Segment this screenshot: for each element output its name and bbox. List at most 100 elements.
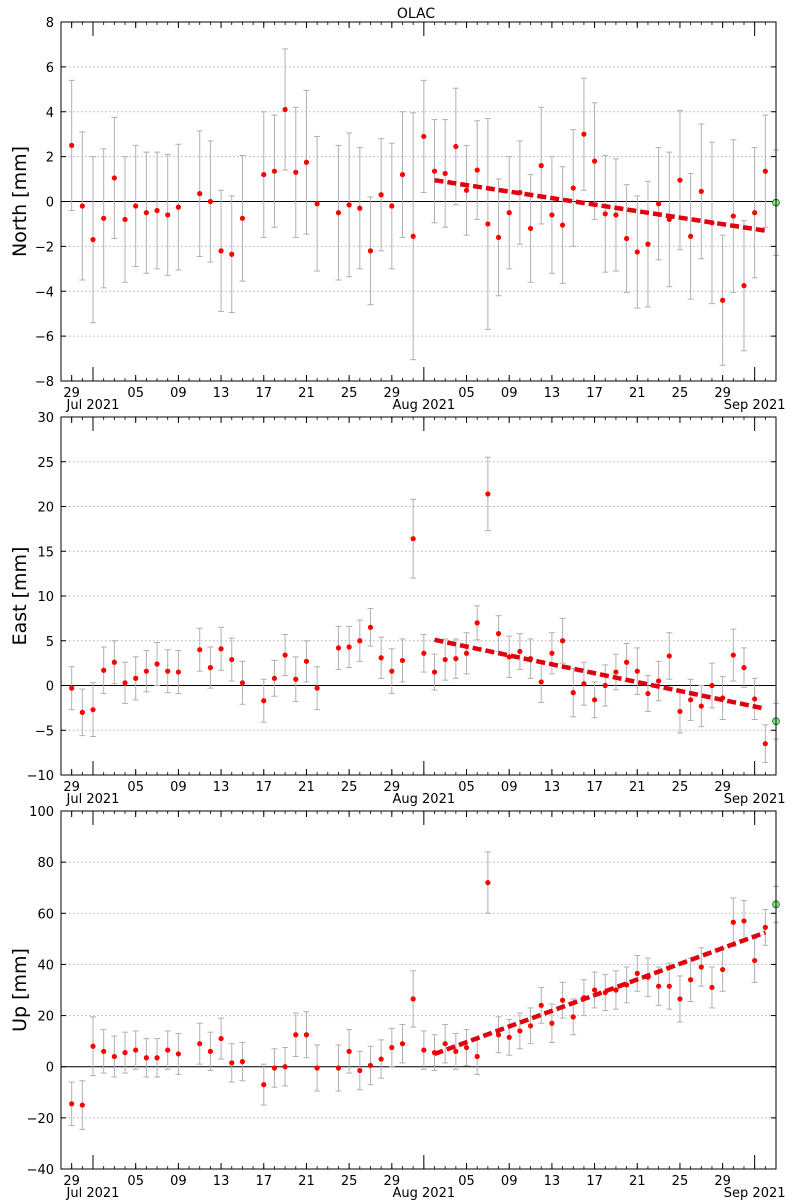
- data-point: [538, 1002, 544, 1008]
- data-point: [229, 656, 235, 663]
- x-tick-label: 13: [544, 780, 561, 795]
- data-point: [549, 1020, 555, 1026]
- y-tick-label: 80: [37, 856, 54, 871]
- data-point: [303, 159, 310, 165]
- data-point: [581, 131, 587, 137]
- data-point: [346, 202, 352, 208]
- data-point: [666, 653, 672, 659]
- data-point: [741, 283, 747, 289]
- data-point: [389, 203, 395, 209]
- x-tick-label: 05: [127, 1174, 144, 1189]
- trend-line: [434, 177, 766, 233]
- data-point: [90, 237, 96, 243]
- y-tick-label: 60: [37, 907, 54, 922]
- data-point: [570, 185, 576, 191]
- data-point: [591, 697, 598, 703]
- y-tick-label: 5: [46, 635, 54, 650]
- data-point: [282, 1064, 288, 1070]
- data-point: [741, 918, 747, 924]
- data-point: [218, 646, 224, 652]
- data-point: [282, 106, 288, 113]
- data-point: [410, 996, 416, 1002]
- data-point: [154, 1055, 160, 1061]
- data-point: [367, 624, 374, 630]
- data-point: [677, 177, 683, 183]
- chart-title: OLAC: [397, 6, 435, 22]
- data-point: [111, 1053, 117, 1060]
- y-tick-label: −40: [27, 1163, 54, 1178]
- data-point: [613, 212, 619, 218]
- data-point: [506, 654, 512, 660]
- y-tick-label: 15: [37, 545, 54, 560]
- x-month-label: Aug 2021: [393, 1186, 456, 1200]
- data-point: [677, 708, 683, 715]
- data-point: [485, 491, 491, 497]
- y-tick-label: 0: [46, 680, 54, 695]
- plot-frame: [60, 810, 777, 1170]
- data-point: [239, 680, 246, 686]
- data-point: [709, 682, 715, 689]
- data-point: [69, 1101, 75, 1107]
- data-point: [271, 675, 278, 681]
- x-tick-label: 21: [629, 386, 646, 401]
- x-month-label: Jul 2021: [66, 1186, 120, 1200]
- data-point: [634, 668, 640, 674]
- data-point: [613, 669, 619, 675]
- x-tick-label: 13: [213, 386, 230, 401]
- x-month-label: Aug 2021: [393, 792, 456, 807]
- data-point: [229, 251, 235, 257]
- data-point: [517, 1028, 523, 1034]
- data-point: [389, 1044, 395, 1051]
- data-point: [314, 1065, 320, 1071]
- data-point: [677, 996, 683, 1002]
- data-point: [261, 171, 267, 178]
- data-point: [69, 685, 75, 691]
- y-tick-label: 100: [29, 805, 54, 820]
- data-point: [527, 1023, 534, 1029]
- y-tick-label: 25: [37, 456, 54, 471]
- data-point: [453, 143, 459, 150]
- data-point: [207, 665, 214, 671]
- data-point: [559, 222, 566, 228]
- data-point: [495, 630, 502, 637]
- data-point: [346, 644, 352, 650]
- y-tick-label: 0: [46, 1061, 54, 1076]
- data-point: [474, 1053, 480, 1060]
- x-tick-label: 09: [501, 386, 518, 401]
- x-tick-label: 21: [298, 1174, 315, 1189]
- data-point: [399, 657, 406, 664]
- data-point: [389, 668, 395, 674]
- trend-line: [433, 930, 767, 1057]
- data-point: [474, 167, 480, 173]
- x-tick-label: 25: [341, 780, 358, 795]
- data-point: [154, 207, 160, 214]
- plot-frame: [60, 21, 777, 382]
- x-tick-label: 09: [170, 1174, 187, 1189]
- data-point: [410, 233, 416, 239]
- data-point: [549, 212, 555, 218]
- data-point: [111, 175, 117, 181]
- data-point: [133, 675, 139, 681]
- data-point: [346, 1048, 352, 1054]
- data-point: [698, 188, 704, 195]
- data-point: [431, 168, 438, 174]
- data-point: [656, 983, 662, 989]
- data-point: [623, 235, 630, 242]
- x-tick-label: 09: [170, 780, 187, 795]
- data-point: [591, 987, 598, 993]
- data-point: [442, 170, 448, 177]
- data-point: [239, 215, 246, 221]
- x-tick-label: 29: [63, 1174, 80, 1189]
- data-point: [378, 655, 384, 661]
- x-tick-label: 25: [672, 1174, 689, 1189]
- data-point: [495, 234, 502, 240]
- data-point: [357, 205, 363, 211]
- plot-frame: [60, 416, 777, 776]
- x-tick-label: 21: [629, 780, 646, 795]
- data-point: [474, 620, 480, 626]
- y-tick-label: 6: [46, 61, 54, 76]
- x-tick-label: 05: [458, 1174, 475, 1189]
- data-point: [261, 698, 267, 704]
